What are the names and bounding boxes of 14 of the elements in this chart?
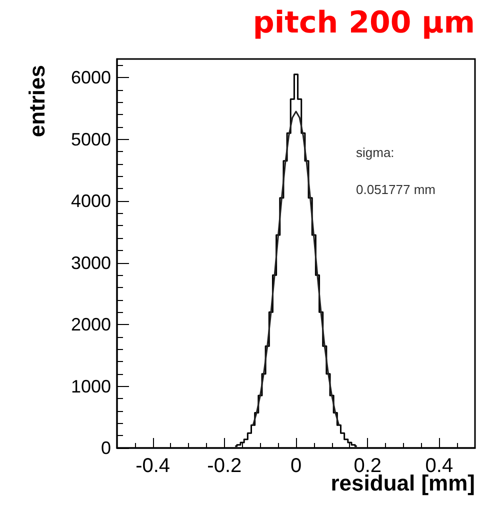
y-tick-label: 0 <box>100 438 111 458</box>
y-tick-label: 3000 <box>70 252 111 273</box>
x-tick-label: -0.2 <box>207 455 242 477</box>
x-tick-label: 0 <box>290 455 302 477</box>
y-axis-title: entries <box>24 65 50 138</box>
annotation: 0.051777 mm <box>356 182 436 197</box>
x-tick-label: -0.4 <box>136 455 170 477</box>
chart-title: pitch 200 µm <box>252 6 476 40</box>
y-tick-label: 1000 <box>70 376 111 396</box>
y-tick-label: 5000 <box>70 129 111 150</box>
y-tick-label: 2000 <box>70 314 111 335</box>
y-tick-label: 6000 <box>70 68 111 88</box>
y-tick-label: 4000 <box>70 191 111 212</box>
annotation: sigma: <box>356 145 394 160</box>
